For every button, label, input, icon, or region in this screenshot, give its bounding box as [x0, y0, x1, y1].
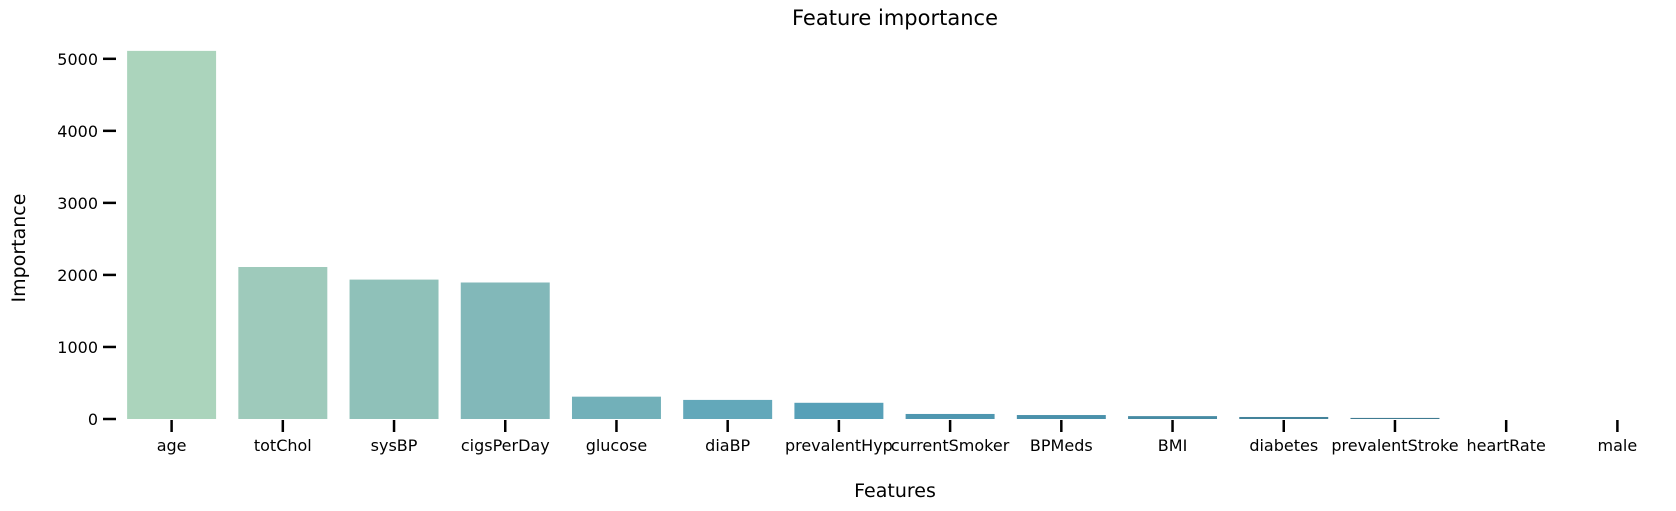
x-tick-label-age: age	[157, 436, 187, 455]
x-tick-label-diaBP: diaBP	[705, 436, 750, 455]
y-tick-label-4000: 4000	[57, 122, 98, 141]
x-tick-label-currentSmoker: currentSmoker	[891, 436, 1010, 455]
x-tick-label-cigsPerDay: cigsPerDay	[461, 436, 550, 455]
bar-BPMeds	[1016, 415, 1106, 419]
y-tick-label-5000: 5000	[57, 50, 98, 69]
bar-sysBP	[349, 279, 439, 419]
bar-age	[127, 50, 217, 419]
x-tick-label-sysBP: sysBP	[371, 436, 418, 455]
bar-series	[127, 50, 1440, 419]
x-tick-label-diabetes: diabetes	[1249, 436, 1318, 455]
x-axis-label: Features	[854, 480, 936, 502]
x-axis: age totChol sysBP cigsPerDay glucose diaBP pre…	[157, 420, 1638, 455]
bar-totChol	[238, 267, 328, 419]
bar-prevalentStroke	[1350, 417, 1440, 419]
x-tick-label-BMI: BMI	[1158, 436, 1188, 455]
y-tick-label-0: 0	[88, 410, 98, 429]
bar-currentSmoker	[905, 413, 995, 419]
x-tick-label-glucose: glucose	[586, 436, 648, 455]
x-tick-label-male: male	[1598, 436, 1638, 455]
bar-cigsPerDay	[460, 282, 550, 419]
bar-BMI	[1128, 416, 1218, 419]
x-tick-label-BPMeds: BPMeds	[1030, 436, 1093, 455]
bar-prevalentHyp	[794, 402, 884, 419]
x-tick-label-totChol: totChol	[254, 436, 312, 455]
x-tick-label-heartRate: heartRate	[1467, 436, 1546, 455]
y-tick-label-3000: 3000	[57, 194, 98, 213]
y-axis-label: Importance	[8, 194, 30, 303]
x-tick-label-prevalentStroke: prevalentStroke	[1331, 436, 1458, 455]
bar-glucose	[571, 396, 661, 419]
bar-diabetes	[1239, 416, 1329, 419]
y-tick-label-2000: 2000	[57, 266, 98, 285]
y-tick-label-1000: 1000	[57, 338, 98, 357]
y-axis: 0 1000 2000 3000 4000 5000	[57, 50, 116, 429]
x-tick-label-prevalentHyp: prevalentHyp	[785, 436, 893, 455]
chart-title: Feature importance	[792, 6, 998, 30]
bar-diaBP	[683, 399, 773, 419]
